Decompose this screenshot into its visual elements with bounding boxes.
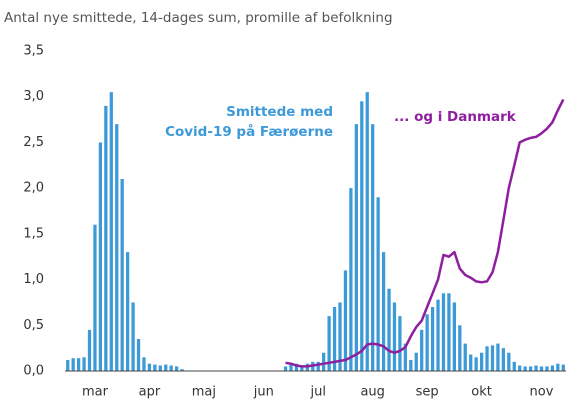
bar: [283, 366, 288, 371]
annotation: ... og i Danmark: [394, 109, 517, 125]
x-tick-label: okt: [471, 385, 492, 400]
y-tick-label: 2,5: [23, 135, 44, 150]
bar: [474, 357, 478, 371]
bar: [392, 302, 397, 371]
bar: [398, 316, 402, 371]
bar: [98, 142, 103, 371]
bar: [131, 302, 135, 371]
bar: [338, 302, 342, 371]
bar: [539, 366, 544, 371]
bar: [430, 307, 435, 371]
bar: [507, 352, 511, 371]
bar: [147, 363, 152, 371]
bar: [169, 365, 173, 371]
bar: [109, 92, 113, 372]
y-tick-label: 0,0: [23, 364, 44, 379]
bar: [414, 352, 418, 371]
x-tick-label: nov: [530, 385, 554, 400]
bar: [327, 316, 331, 371]
bar: [534, 365, 538, 371]
bar: [496, 343, 500, 371]
y-tick-label: 0,5: [23, 318, 44, 333]
bar: [469, 354, 473, 371]
bar: [371, 124, 375, 372]
bar: [420, 329, 424, 371]
bar: [104, 105, 108, 371]
x-tick-label: mar: [82, 385, 109, 400]
bar: [441, 293, 446, 371]
bar: [175, 366, 179, 371]
bar: [518, 365, 522, 371]
y-tick-label: 1,0: [23, 272, 44, 287]
bar: [479, 352, 484, 371]
y-tick-label: 2,0: [23, 181, 44, 196]
bar: [158, 365, 162, 371]
bar: [556, 363, 560, 371]
bar: [142, 357, 146, 371]
bar: [332, 307, 337, 371]
bar: [153, 364, 157, 371]
bar: [360, 101, 364, 372]
bar: [376, 197, 380, 371]
bar: [180, 369, 184, 371]
bar: [512, 361, 516, 371]
bar: [136, 339, 141, 371]
x-tick-label: jul: [309, 385, 325, 400]
bar: [387, 288, 391, 371]
bar: [409, 360, 413, 371]
bar: [490, 345, 495, 371]
bar: [528, 366, 533, 371]
bar: [447, 293, 451, 371]
bar: [316, 361, 320, 371]
bar: [561, 364, 565, 371]
bar: [550, 365, 555, 371]
bar: [343, 270, 348, 371]
bar: [349, 188, 353, 371]
annotation: Covid-19 på Færøerne: [165, 123, 333, 140]
bar: [545, 366, 549, 371]
bar: [294, 363, 299, 371]
x-tick-label: apr: [139, 385, 161, 400]
bar: [322, 352, 326, 371]
bar: [458, 325, 462, 371]
y-tick-label: 1,5: [23, 226, 44, 241]
bar: [289, 364, 293, 371]
bar: [93, 224, 97, 371]
x-tick-label: aug: [360, 385, 384, 400]
chart-title: Antal nye smittede, 14-dages sum, promil…: [4, 10, 393, 26]
y-tick-label: 3,0: [23, 89, 44, 104]
bar: [164, 364, 168, 371]
bar: [87, 329, 92, 371]
annotation: Smittede med: [226, 104, 333, 120]
line: [285, 98, 565, 368]
x-tick-label: sep: [416, 385, 439, 400]
bar: [76, 358, 81, 371]
x-tick-label: jun: [253, 385, 274, 400]
bar: [403, 343, 407, 371]
bar: [425, 314, 429, 371]
bar: [485, 346, 489, 371]
bar: [381, 252, 386, 371]
y-tick-label: 3,5: [23, 44, 44, 59]
bar: [300, 365, 304, 371]
bar: [66, 360, 70, 371]
bar: [82, 357, 86, 371]
bar: [365, 92, 369, 372]
bar: [436, 299, 440, 371]
bar: [125, 252, 130, 371]
bar: [501, 348, 506, 371]
bar: [523, 366, 527, 371]
bar: [354, 124, 358, 372]
bar: [463, 343, 467, 371]
x-tick-label: maj: [192, 385, 216, 400]
bar: [120, 179, 124, 371]
bar: [115, 124, 119, 372]
bar: [452, 302, 456, 371]
bar: [71, 358, 75, 371]
